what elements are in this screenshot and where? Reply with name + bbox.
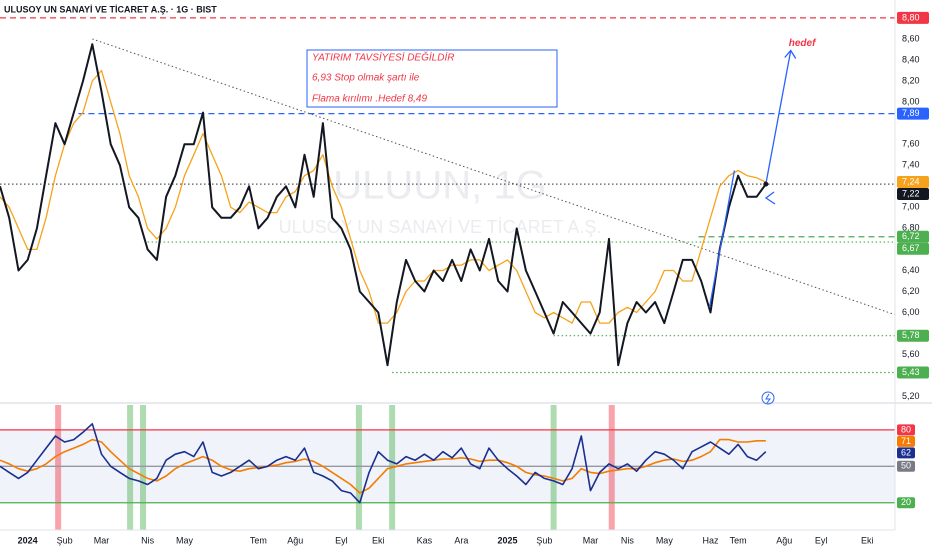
- x-tick-label: 2024: [18, 535, 38, 545]
- price-badge: [897, 188, 929, 201]
- price-badge-label: 5,43: [902, 367, 920, 377]
- x-tick-label: May: [176, 535, 194, 545]
- price-badge: [897, 11, 929, 24]
- value-badge: [897, 497, 915, 509]
- annotation: Flama kırılımı .Hedef 8,49: [312, 94, 427, 105]
- x-tick-label: 2025: [497, 535, 517, 545]
- annotation: 6,93 Stop olmak şartı ile: [312, 73, 420, 84]
- value-badge: [897, 435, 915, 447]
- alert-icon[interactable]: [761, 391, 775, 405]
- signal-band: [55, 405, 62, 530]
- x-tick-label: Mar: [94, 535, 110, 545]
- value-badge: [897, 460, 915, 472]
- price-badge-label: 7,24: [902, 176, 920, 186]
- y-tick-label: 6,20: [902, 286, 920, 296]
- price-badge-label: 6,67: [902, 243, 920, 253]
- x-tick-label: Mar: [583, 535, 599, 545]
- x-tick-label: Eyl: [815, 535, 828, 545]
- x-tick-label: May: [656, 535, 674, 545]
- value-badge: [897, 447, 915, 459]
- target-label: hedef: [789, 38, 817, 49]
- value-badge-label: 20: [901, 497, 911, 507]
- price-badge-label: 8,80: [902, 12, 920, 22]
- watermark: ULUUN, 1G ULUSOY UN SANAYİ VE TİCARET A.Ş…: [279, 164, 602, 237]
- x-tick-label: Tem: [250, 535, 267, 545]
- x-tick-label: Haz: [702, 535, 719, 545]
- price-badge: [897, 329, 929, 342]
- annotation-box: [306, 49, 558, 108]
- chart-title: ULUSOY UN SANAYİ VE TİCARET A.Ş. · 1G · …: [4, 4, 217, 14]
- arrow-head: [784, 49, 797, 59]
- y-tick-label: 7,60: [902, 139, 920, 149]
- signal-band: [140, 405, 147, 530]
- x-tick-label: Eki: [372, 535, 385, 545]
- price-badge: [897, 366, 929, 379]
- y-tick-label: 8,60: [902, 33, 920, 43]
- value-badge-label: 50: [901, 461, 911, 471]
- oscillator-line: [0, 423, 767, 504]
- y-tick-label: 6,40: [902, 265, 920, 275]
- watermark-text: ULUUN, 1G: [333, 164, 546, 208]
- price-badge-label: 6,72: [902, 231, 920, 241]
- x-tick-label: Kas: [417, 535, 433, 545]
- y-tick-label: 5,60: [902, 349, 920, 359]
- signal-band: [127, 405, 134, 530]
- y-tick-label: 8,20: [902, 75, 920, 85]
- y-tick-label: 8,00: [902, 96, 920, 106]
- arrow-marker: [764, 191, 776, 205]
- watermark-text: ULUSOY UN SANAYİ VE TİCARET A.Ş.: [279, 217, 602, 237]
- price-pane: 8,60 8,40 8,20 8,00 7,60 7,40 7,00 6,80 6,40 6,20…: [0, 11, 929, 545]
- signal-band: [355, 405, 362, 530]
- y-tick-label: 7,40: [902, 160, 920, 170]
- signal-band: [608, 405, 615, 530]
- x-tick-label: Eyl: [335, 535, 348, 545]
- value-badge-label: 62: [901, 447, 911, 457]
- annotation: YATIRIM TAVSİYESİ DEĞİLDİR: [312, 51, 454, 64]
- arrow: [765, 50, 792, 185]
- x-tick-label: Şub: [536, 535, 552, 545]
- signal-band: [550, 405, 557, 530]
- price-line: [0, 43, 767, 367]
- value-badge-label: 71: [901, 436, 911, 446]
- alert-icon: [765, 393, 771, 404]
- price-badge: [897, 242, 929, 255]
- x-tick-label: Ağu: [287, 535, 303, 545]
- price-badge-label: 7,22: [902, 188, 920, 198]
- value-badge: [897, 424, 915, 436]
- moving-average: [0, 69, 767, 324]
- y-tick-label: 5,20: [902, 391, 920, 401]
- price-badge-label: 5,78: [902, 330, 920, 340]
- x-tick-label: Şub: [57, 535, 73, 545]
- x-tick-label: Nis: [141, 535, 154, 545]
- y-tick-label: 6,00: [902, 307, 920, 317]
- x-tick-label: Tem: [730, 535, 747, 545]
- price-badge-label: 7,89: [902, 108, 920, 118]
- price-badge: [897, 230, 929, 243]
- value-badge-label: 80: [901, 424, 911, 434]
- arrow-start: [763, 181, 769, 187]
- y-tick-label: 8,40: [902, 54, 920, 64]
- x-tick-label: Eki: [861, 535, 874, 545]
- y-tick-label: 6,80: [902, 223, 920, 233]
- x-tick-label: Nis: [621, 535, 634, 545]
- arrow: [708, 170, 736, 308]
- x-tick-label: Ağu: [776, 535, 792, 545]
- y-tick-label: 7,00: [902, 202, 920, 212]
- price-badge: [897, 176, 929, 189]
- trendline: [92, 38, 896, 316]
- price-badge: [897, 107, 929, 120]
- x-tick-label: Ara: [454, 535, 468, 545]
